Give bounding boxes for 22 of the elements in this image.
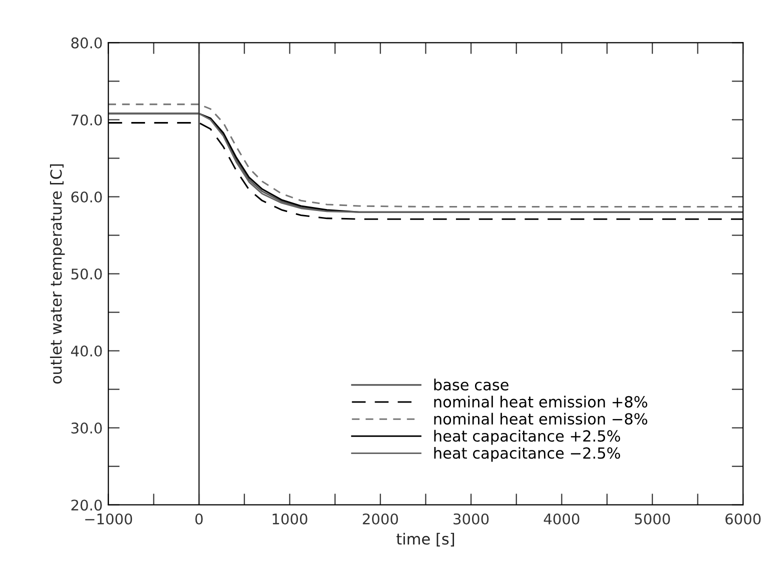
legend-label: base case [434,378,508,390]
y-tick-label: 20.0 [71,500,102,511]
x-tick-label: −1000 [85,513,132,524]
y-tick-label: 60.0 [71,191,102,203]
x-tick-label: 2000 [362,513,398,524]
x-tick-label: 4000 [544,513,580,524]
x-tick-label: 0 [195,513,203,524]
legend-label: heat capacitance −2.5% [434,446,620,462]
legend-label: nominal heat emission +8% [434,396,648,408]
x-tick-label: 6000 [726,513,761,524]
y-tick-label: 70.0 [72,114,102,126]
x-tick-label: 1000 [272,513,308,524]
y-tick-label: 40.0 [71,346,102,357]
x-tick-label: 3000 [454,513,489,524]
legend-label: nominal heat emission −8% [434,412,648,425]
y-tick-label: 50.0 [71,268,102,280]
y-axis-title: outlet water temperature [C] [50,164,65,384]
legend-label: heat capacitance +2.5% [434,430,620,445]
y-tick-label: 80.0 [71,37,102,48]
x-axis-title: time [s] [396,532,454,546]
x-tick-label: 5000 [634,513,670,524]
y-tick-label: 30.0 [71,422,102,434]
